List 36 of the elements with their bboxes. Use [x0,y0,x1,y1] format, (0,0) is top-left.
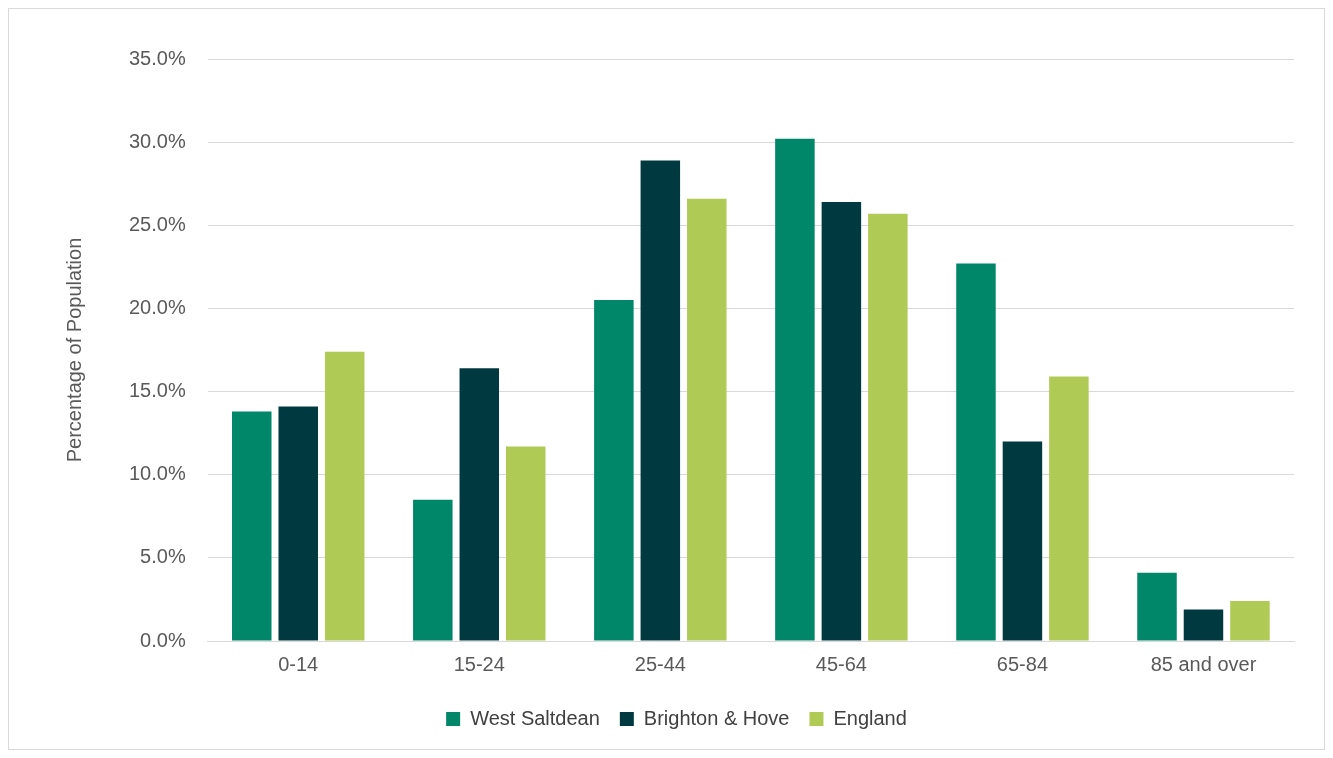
x-tick-label: 65-84 [996,652,1049,675]
y-tick-label: 35.0% [128,46,186,69]
x-tick-label: 15-24 [453,652,505,675]
bar [1230,601,1270,641]
bar [775,138,815,641]
y-tick-label: 30.0% [128,129,186,152]
bar [1049,376,1089,641]
bar [232,411,272,641]
bar [324,351,365,641]
bar [821,202,862,641]
y-tick-label: 5.0% [140,545,186,568]
legend-label: West Saltdean [470,706,600,729]
bar [594,300,634,641]
legend-label: England [833,706,907,729]
bar [1137,572,1177,641]
bar [956,263,996,641]
x-tick-label: 85 and over [1150,652,1257,675]
x-tick-label: 0-14 [278,652,319,675]
bar [687,198,727,641]
y-tick-label: 10.0% [128,462,186,485]
bar [1002,441,1043,641]
bar [1183,609,1224,641]
y-tick-label: 15.0% [128,379,186,402]
bar [506,446,546,641]
y-tick-label: 0.0% [140,628,186,651]
bar [278,406,318,641]
bar [413,499,453,641]
y-axis-title: Percentage of Population [62,237,85,463]
x-tick-label: 45-64 [815,652,867,675]
bar [459,368,500,641]
y-tick-label: 20.0% [128,295,186,318]
bar [868,213,908,641]
legend-label: Brighton & Hove [643,706,790,729]
x-tick-label: 25-44 [634,652,686,675]
bar [640,160,681,641]
y-tick-label: 25.0% [128,212,186,235]
